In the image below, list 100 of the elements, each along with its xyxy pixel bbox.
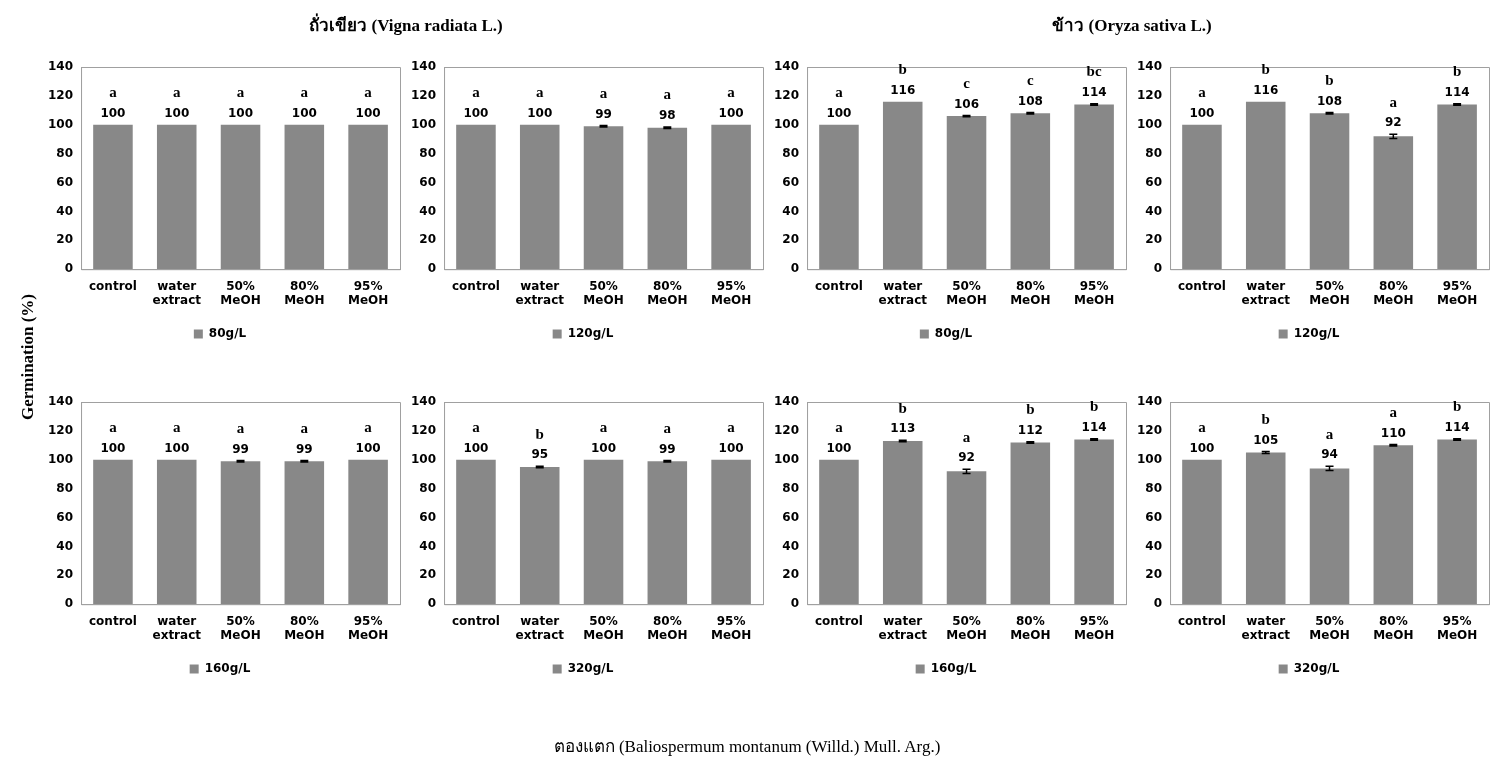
annotation: a xyxy=(663,419,672,436)
y-tick-label: 20 xyxy=(56,567,74,582)
bar xyxy=(819,124,859,270)
y-tick-label: 100 xyxy=(773,116,800,131)
data-label: 100 xyxy=(164,105,190,120)
x-tick-label: control xyxy=(814,278,863,293)
annotation: a xyxy=(364,419,373,436)
y-tick-label: 20 xyxy=(1145,232,1163,247)
data-label: 105 xyxy=(1253,432,1279,447)
x-tick-label: 95% MeOH xyxy=(1436,278,1478,307)
x-tick-label: 80% MeOH xyxy=(284,613,325,642)
y-tick-label: 140 xyxy=(410,59,437,74)
data-label: 110 xyxy=(1380,425,1406,440)
x-tick-label: 95% MeOH xyxy=(710,613,752,642)
y-tick-label: 140 xyxy=(1136,59,1163,74)
text: ตองแตก (Baliospermum montanum (Willd.) Mull. Arg.) xyxy=(552,736,942,758)
data-label: 100 xyxy=(100,440,126,455)
annotation: a xyxy=(835,419,844,436)
data-label: 98 xyxy=(658,108,676,123)
x-tick-label: water extract xyxy=(152,278,202,307)
legend-label: 320g/L xyxy=(1293,661,1340,676)
x-tick-label: 80% MeOH xyxy=(1373,613,1414,642)
x-tick-label: control xyxy=(451,613,500,628)
annotation: b xyxy=(1026,401,1035,418)
y-tick-label: 80 xyxy=(56,145,74,160)
data-label: 100 xyxy=(718,440,744,455)
data-label: 100 xyxy=(463,440,489,455)
y-tick-label: 40 xyxy=(419,538,437,553)
y-tick-label: 80 xyxy=(419,145,437,160)
data-label: 100 xyxy=(355,105,381,120)
data-label: 95 xyxy=(531,447,549,462)
y-tick-label: 80 xyxy=(1145,145,1163,160)
annotation: a xyxy=(472,419,481,436)
data-label: 100 xyxy=(463,105,489,120)
y-tick-label: 100 xyxy=(47,451,74,466)
annotation: a xyxy=(962,428,971,445)
annotation: a xyxy=(300,419,309,436)
data-label: 114 xyxy=(1444,84,1470,99)
y-tick-label: 100 xyxy=(1136,451,1163,466)
y-tick-label: 120 xyxy=(47,88,74,103)
x-tick-label: water extract xyxy=(1241,613,1291,642)
bar xyxy=(1373,136,1414,270)
data-label: 114 xyxy=(1081,419,1107,434)
y-tick-label: 60 xyxy=(419,509,437,524)
y-tick-label: 100 xyxy=(773,451,800,466)
y-tick-label: 100 xyxy=(47,116,74,131)
annotation: b xyxy=(1452,63,1462,80)
y-tick-label: 20 xyxy=(419,567,437,582)
y-tick-label: 120 xyxy=(410,423,437,438)
x-tick-label: 80% MeOH xyxy=(1010,278,1051,307)
data-label: 100 xyxy=(100,105,126,120)
y-tick-label: 80 xyxy=(782,145,800,160)
annotation: a xyxy=(172,84,181,101)
annotation: a xyxy=(1389,403,1398,420)
x-tick-label: 80% MeOH xyxy=(1010,613,1051,642)
x-tick-label: 50% MeOH xyxy=(1309,278,1350,307)
x-tick-label: 50% MeOH xyxy=(946,613,987,642)
data-label: 114 xyxy=(1444,419,1470,434)
bar xyxy=(1182,459,1222,605)
x-tick-label: 95% MeOH xyxy=(1073,613,1115,642)
data-label: 114 xyxy=(1081,84,1107,99)
annotation: b xyxy=(1261,410,1270,427)
legend-label: 80g/L xyxy=(208,326,247,341)
x-tick-label: 95% MeOH xyxy=(1073,278,1115,307)
annotation: a xyxy=(835,84,844,101)
x-tick-label: water extract xyxy=(878,278,928,307)
data-label: 100 xyxy=(227,105,254,120)
x-tick-label: 95% MeOH xyxy=(347,613,389,642)
y-tick-label: 120 xyxy=(1136,88,1163,103)
y-tick-label: 20 xyxy=(782,232,800,247)
y-tick-label: 20 xyxy=(419,232,437,247)
annotation: a xyxy=(599,84,608,101)
chart-title: ถั่วเขียว (Vigna radiata L.) xyxy=(308,12,504,37)
x-tick-label: 80% MeOH xyxy=(647,613,688,642)
y-tick-label: 60 xyxy=(419,174,437,189)
data-label: 100 xyxy=(291,105,317,120)
annotation: b xyxy=(898,399,907,416)
x-tick-label: water extract xyxy=(152,613,202,642)
annotation: b xyxy=(898,61,907,78)
x-tick-label: water extract xyxy=(878,613,928,642)
legend-label: 120g/L xyxy=(1293,326,1340,341)
bar xyxy=(882,441,923,605)
y-tick-label: 40 xyxy=(782,203,800,218)
x-tick-label: 95% MeOH xyxy=(1436,613,1478,642)
x-tick-label: 80% MeOH xyxy=(284,278,325,307)
data-label: 100 xyxy=(527,105,553,120)
bar xyxy=(1074,439,1114,605)
data-label: 116 xyxy=(1253,82,1279,97)
y-tick-label: 0 xyxy=(427,261,437,276)
y-tick-label: 140 xyxy=(47,394,74,409)
data-label: 100 xyxy=(826,440,852,455)
bar xyxy=(819,459,859,605)
y-tick-label: 100 xyxy=(1136,116,1163,131)
bar xyxy=(1074,104,1114,270)
data-label: 92 xyxy=(1384,115,1402,130)
y-tick-label: 0 xyxy=(64,261,74,276)
annotation: a xyxy=(300,84,309,101)
x-tick-label: control xyxy=(1177,278,1226,293)
y-tick-label: 0 xyxy=(427,596,437,611)
y-tick-label: 20 xyxy=(56,232,74,247)
